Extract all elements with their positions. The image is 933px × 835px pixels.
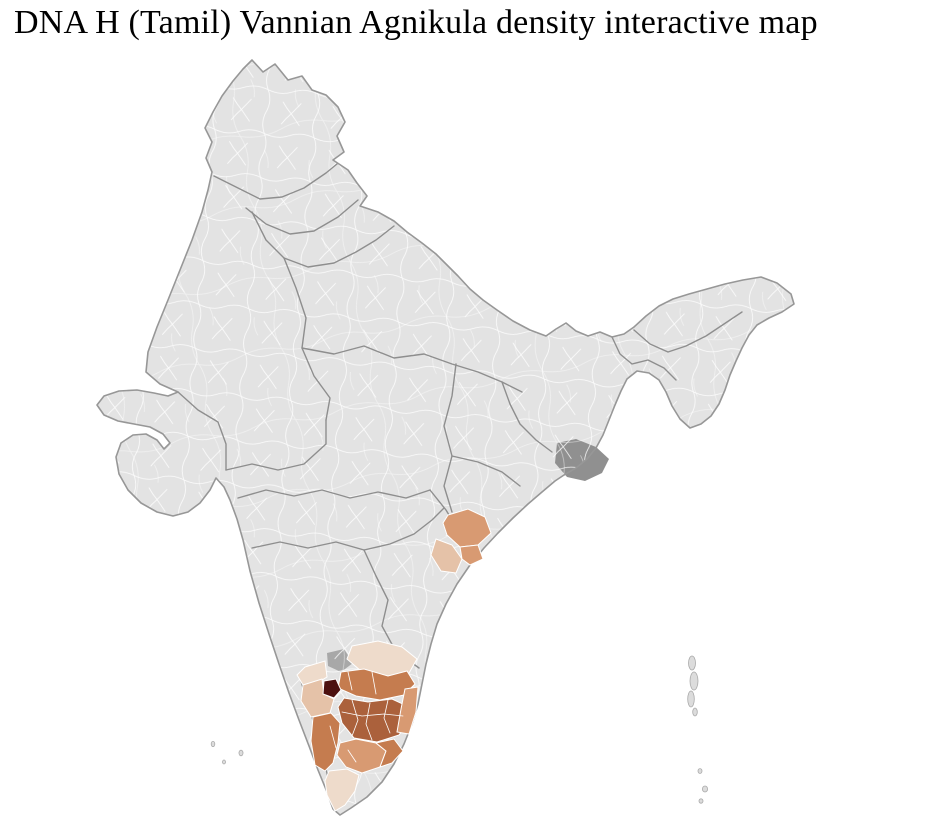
andaman-island[interactable] <box>689 671 699 691</box>
page-title: DNA H (Tamil) Vannian Agnikula density i… <box>14 4 818 41</box>
density-district[interactable] <box>396 686 419 735</box>
nicobar-island[interactable] <box>702 785 709 793</box>
lakshadweep-islands <box>210 741 244 765</box>
density-district[interactable] <box>324 768 360 812</box>
density-cluster-east <box>430 508 492 574</box>
density-district[interactable] <box>374 738 404 768</box>
lakshadweep-island[interactable] <box>238 749 244 757</box>
nicobar-island[interactable] <box>698 798 704 804</box>
andaman-island[interactable] <box>688 655 696 671</box>
lakshadweep-island[interactable] <box>222 759 226 765</box>
density-district[interactable] <box>310 712 341 772</box>
density-district[interactable] <box>300 678 335 718</box>
state-borders <box>177 158 743 805</box>
lakshadweep-island[interactable] <box>210 741 216 748</box>
density-cluster-tamil-nadu <box>296 640 419 812</box>
district-boundary-texture <box>329 671 404 763</box>
andaman-island[interactable] <box>687 690 695 708</box>
andaman-islands <box>687 655 709 804</box>
density-district[interactable] <box>430 538 463 574</box>
density-district[interactable] <box>337 697 410 743</box>
density-district[interactable] <box>459 544 484 566</box>
density-district-max[interactable] <box>322 678 342 699</box>
nicobar-island[interactable] <box>697 768 703 774</box>
andaman-island[interactable] <box>692 707 698 717</box>
